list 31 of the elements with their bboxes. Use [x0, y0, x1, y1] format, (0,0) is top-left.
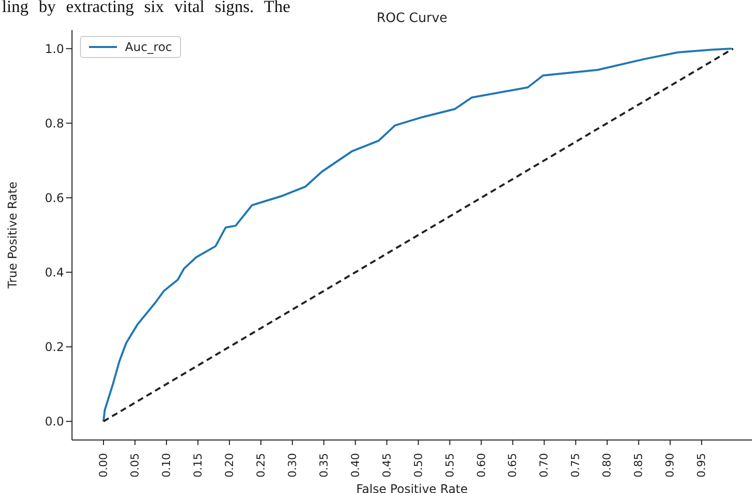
x-tick-label: 0.10	[160, 453, 173, 478]
y-tick-label: 0.4	[44, 266, 64, 280]
y-tick-label: 0.6	[44, 190, 64, 205]
x-tick-label: 0.80	[600, 453, 614, 478]
chart-title: ROC Curve	[376, 11, 448, 26]
x-tick-label: 0.95	[695, 453, 708, 478]
x-tick-label: 0.45	[380, 453, 394, 478]
x-tick-label: 0.25	[254, 453, 268, 478]
x-axis-title: False Positive Rate	[356, 482, 468, 493]
x-tick-label: 0.75	[569, 453, 582, 478]
x-tick-label: 0.30	[286, 453, 299, 478]
x-tick-label: 0.05	[128, 453, 142, 478]
y-tick-label: 0.0	[44, 414, 64, 429]
y-tick-label: 1.0	[44, 42, 64, 56]
x-tick-label: 0.15	[191, 453, 204, 478]
x-tick-label: 0.00	[96, 453, 110, 478]
x-tick-label: 0.20	[222, 453, 236, 478]
x-tick-label: 0.35	[317, 453, 330, 478]
legend-label: Auc_roc	[125, 40, 172, 54]
x-tick-label: 0.65	[506, 453, 520, 478]
text: ling by extracting six vital signs. The	[2, 0, 290, 17]
y-tick-label: 0.8	[44, 116, 64, 130]
x-tick-label: 0.60	[474, 453, 488, 478]
x-tick-label: 0.55	[443, 453, 456, 478]
x-tick-label: 0.90	[664, 453, 677, 478]
x-tick-label: 0.40	[348, 453, 362, 478]
y-tick-label: 0.2	[44, 340, 64, 354]
x-tick-label: 0.70	[538, 453, 551, 478]
x-tick-label: 0.50	[412, 453, 425, 478]
y-axis-title: True Positive Rate	[5, 182, 20, 290]
x-tick-label: 0.85	[632, 453, 646, 478]
